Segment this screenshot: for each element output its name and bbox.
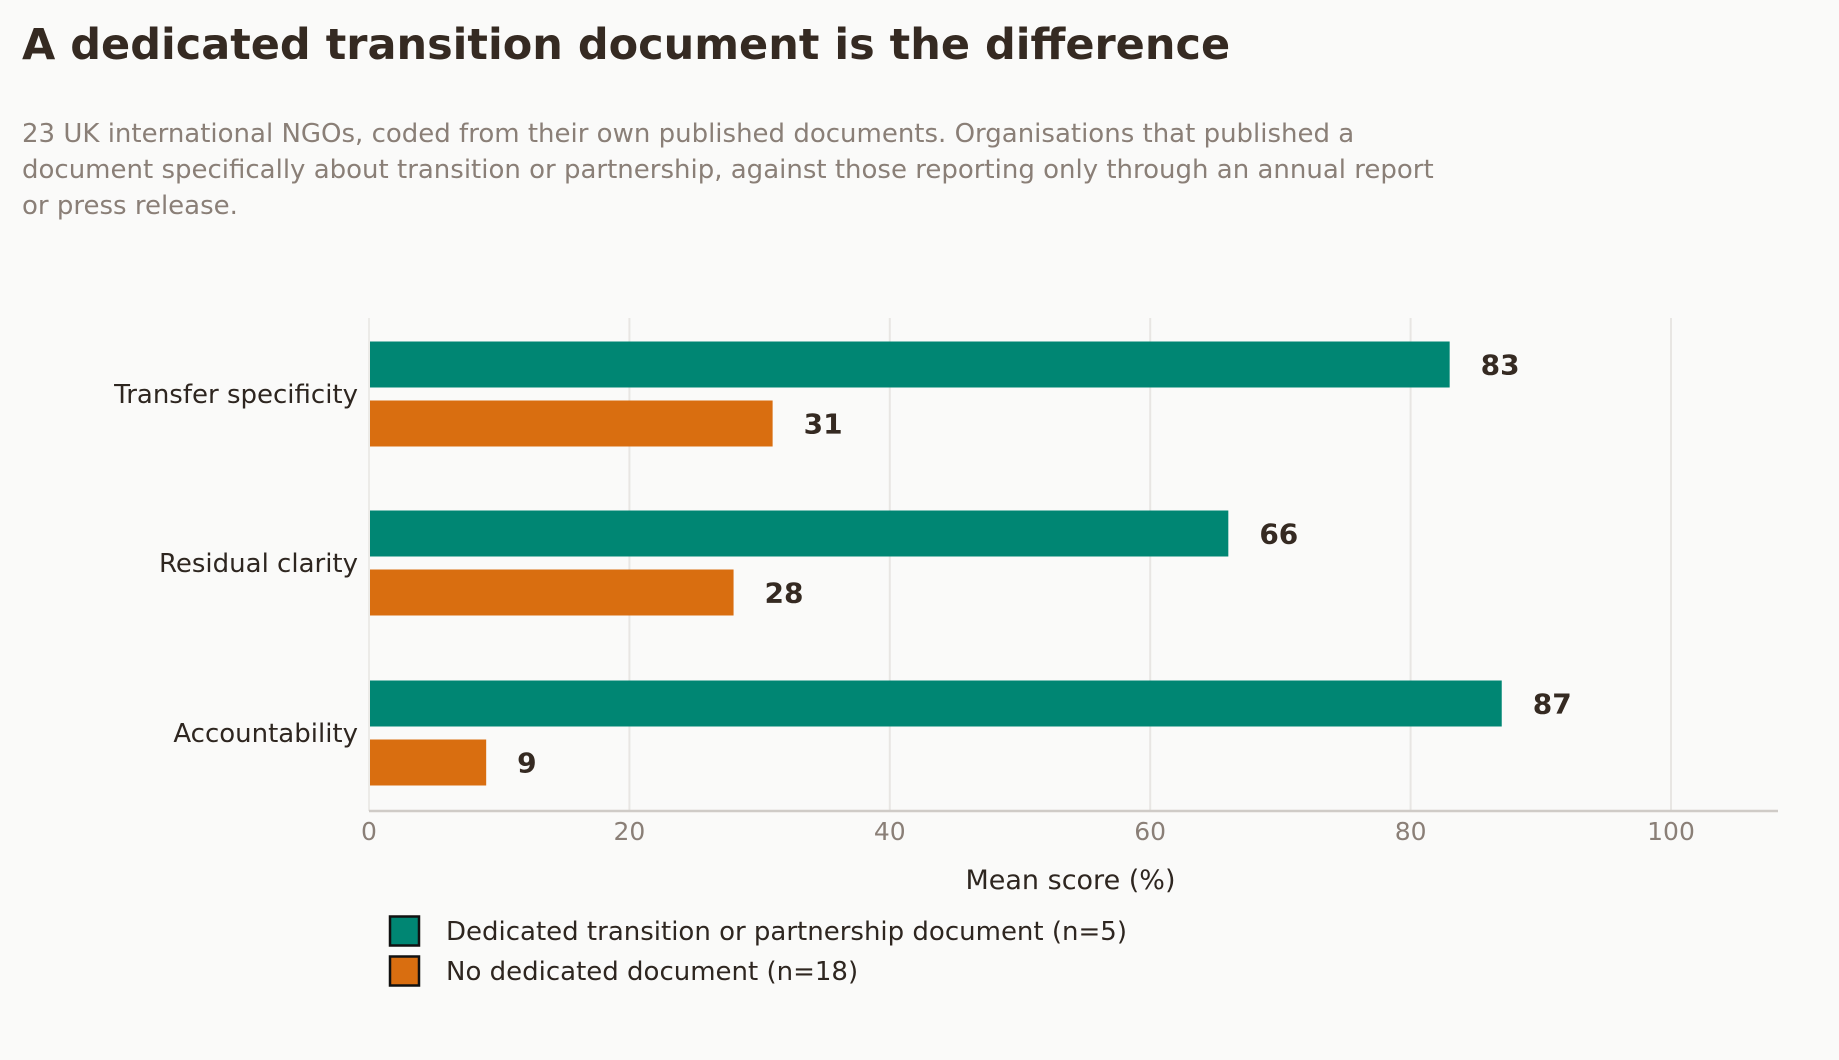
category-label: Residual clarity [159,549,358,579]
data-label: 28 [765,577,804,610]
x-tick-label-20: 20 [613,817,645,846]
data-label: 66 [1259,518,1298,551]
chart-subtitle: 23 UK international NGOs, coded from the… [22,119,1434,221]
x-tick-label-80: 80 [1395,817,1427,846]
data-label: 87 [1533,688,1572,721]
x-tick-label-0: 0 [361,817,377,846]
chart-title: A dedicated transition document is the d… [22,20,1231,70]
bar [370,341,1450,388]
bar [370,400,773,447]
legend-label: No dedicated document (n=18) [446,957,858,987]
bar [370,739,487,786]
bar [370,680,1502,727]
data-label: 31 [804,408,843,441]
legend-swatch [388,955,421,987]
category-label: Transfer specificity [113,380,358,410]
bar [370,569,734,616]
legend-label: Dedicated transition or partnership docu… [446,917,1127,947]
x-tick-label-100: 100 [1647,817,1695,846]
x-tick-label-40: 40 [874,817,906,846]
legend-swatch [388,915,421,947]
x-tick-label-60: 60 [1134,817,1166,846]
category-label: Accountability [173,719,358,749]
data-label: 9 [517,747,536,780]
x-axis-title: Mean score (%) [965,865,1175,896]
data-label: 83 [1481,349,1520,382]
bar [370,510,1229,557]
